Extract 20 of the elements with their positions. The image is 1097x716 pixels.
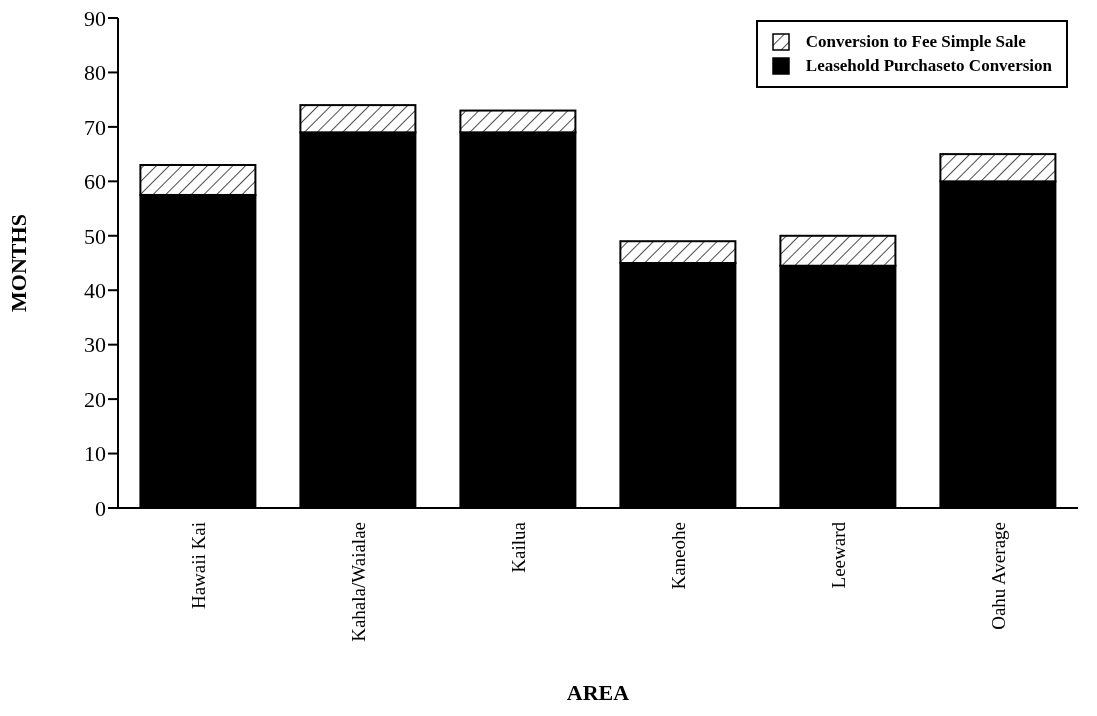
legend-label: Conversion to Fee Simple Sale xyxy=(805,32,1026,52)
y-tick-label: 30 xyxy=(84,332,106,358)
x-tick-label: Hawaii Kai xyxy=(187,522,209,610)
y-tick-label: 20 xyxy=(84,386,106,412)
x-tick-label: Kailua xyxy=(507,521,529,573)
y-tick-label: 0 xyxy=(95,495,106,521)
y-axis-title: MONTHS xyxy=(5,214,31,312)
x-tick-label: Kahala/Waialae xyxy=(347,522,369,642)
y-tick-label: 80 xyxy=(84,60,106,86)
y-tick-label: 40 xyxy=(84,278,106,304)
legend-label: Leasehold Purchaseto Conversion xyxy=(805,56,1052,76)
y-tick-label: 60 xyxy=(84,169,106,195)
y-tick-label: 10 xyxy=(84,441,106,467)
x-tick-label: Kaneohe xyxy=(667,522,689,590)
x-axis-title: AREA xyxy=(566,680,630,705)
x-tick-label: Leeward xyxy=(827,521,849,589)
y-tick-label: 70 xyxy=(84,114,106,140)
y-tick-label: 90 xyxy=(84,5,106,31)
y-tick-label: 50 xyxy=(84,223,106,249)
x-tick-label: Oahu Average xyxy=(987,522,1009,630)
